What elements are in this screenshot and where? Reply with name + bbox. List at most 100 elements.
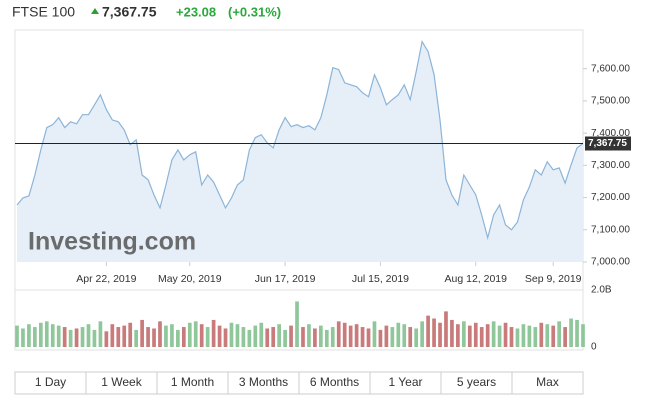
volume-bar xyxy=(444,311,448,347)
volume-bar xyxy=(253,325,258,347)
volume-bar xyxy=(217,325,222,347)
index-name: FTSE 100 xyxy=(12,4,75,20)
volume-bar xyxy=(15,325,19,347)
volume-bar xyxy=(557,321,562,347)
volume-bar xyxy=(199,324,204,347)
volume-bar xyxy=(170,324,174,347)
y-tick-label: 2.0B xyxy=(591,285,612,296)
range-button-label[interactable]: 1 Week xyxy=(101,375,142,389)
volume-bar xyxy=(372,321,377,347)
volume-bar xyxy=(235,324,240,347)
volume-bar xyxy=(247,329,252,347)
volume-bar xyxy=(50,324,55,347)
volume-bar xyxy=(283,329,287,347)
volume-bar xyxy=(134,329,139,347)
change: +23.08 xyxy=(176,4,216,19)
volume-bar xyxy=(479,327,484,347)
volume-bar xyxy=(116,327,121,347)
last-price-box xyxy=(585,136,631,151)
volume-bar xyxy=(259,322,264,347)
volume-bar xyxy=(21,328,25,347)
y-tick-label: 7,500.00 xyxy=(591,96,630,107)
volume-bar xyxy=(80,327,85,347)
volume-bar xyxy=(575,319,579,347)
range-button-label[interactable]: Max xyxy=(536,375,559,389)
volume-bar xyxy=(122,325,127,347)
volume-bar xyxy=(324,329,329,347)
price: 7,367.75 xyxy=(102,4,157,20)
volume-bar xyxy=(360,327,365,347)
range-button-label[interactable]: 1 Year xyxy=(388,375,422,389)
volume-bar xyxy=(432,318,436,347)
volume-bar xyxy=(378,329,383,347)
x-tick-label: Sep 9, 2019 xyxy=(525,273,582,285)
volume-bar xyxy=(491,321,496,347)
volume-bar xyxy=(289,325,293,347)
last-price-label: 7,367.75 xyxy=(588,138,627,149)
volume-bar xyxy=(539,322,544,347)
range-button-label[interactable]: 5 years xyxy=(457,375,496,389)
volume-bar xyxy=(33,327,37,347)
volume-bar xyxy=(390,327,395,347)
volume-bar xyxy=(527,325,532,347)
volume-bar xyxy=(342,322,347,347)
y-tick-label: 7,100.00 xyxy=(591,224,630,235)
volume-bar xyxy=(456,324,460,347)
volume-bar xyxy=(515,328,520,347)
volume-bar xyxy=(223,328,228,347)
volume-bar xyxy=(503,322,508,347)
range-button[interactable] xyxy=(511,371,584,395)
volume-bar xyxy=(461,321,466,347)
y-tick-label: 7,200.00 xyxy=(591,192,630,203)
volume-bar xyxy=(354,324,359,347)
volume-bar xyxy=(551,325,556,347)
volume-bar xyxy=(152,328,156,347)
range-button-label[interactable]: 3 Months xyxy=(239,375,288,389)
volume-bar xyxy=(307,324,311,347)
volume-bar xyxy=(438,322,442,347)
volume-bar xyxy=(277,324,281,347)
volume-bar xyxy=(98,321,103,347)
volume-bar xyxy=(146,327,150,347)
x-tick-label: Jun 17, 2019 xyxy=(255,273,316,285)
volume-bar xyxy=(176,329,180,347)
range-button-label[interactable]: 1 Day xyxy=(35,375,66,389)
volume-bar xyxy=(68,329,73,347)
up-arrow xyxy=(91,8,99,14)
volume-bar xyxy=(128,322,133,347)
area xyxy=(17,41,583,262)
volume-bar xyxy=(211,319,216,347)
volume-bar xyxy=(241,327,246,347)
volume-bar xyxy=(414,328,419,347)
volume-bar xyxy=(110,324,115,347)
range-button-label[interactable]: 1 Month xyxy=(171,375,214,389)
volume-bar xyxy=(473,322,478,347)
volume-bar xyxy=(485,324,490,347)
volume-bar xyxy=(426,315,430,347)
price-line xyxy=(16,39,584,241)
x-tick-label: Aug 12, 2019 xyxy=(445,273,508,285)
range-button-label[interactable]: 6 Months xyxy=(310,375,359,389)
y-tick-label: 7,600.00 xyxy=(591,63,630,74)
volume-bar xyxy=(193,321,198,347)
volume-bar xyxy=(581,324,585,347)
volume-bar xyxy=(521,324,526,347)
volume-bar xyxy=(164,325,168,347)
volume-bar xyxy=(533,327,538,347)
x-tick-label: Jul 15, 2019 xyxy=(352,273,409,285)
volume-bar xyxy=(420,321,424,347)
volume-bar xyxy=(319,325,323,347)
volume-bar xyxy=(181,327,186,347)
volume-bar xyxy=(62,327,67,347)
volume-bar xyxy=(229,322,234,347)
volume-bar xyxy=(38,322,43,347)
volume-bar xyxy=(74,328,79,347)
volume-bar xyxy=(313,328,317,347)
volume-bar xyxy=(569,318,573,347)
volume-bar xyxy=(27,324,31,347)
volume-bar xyxy=(205,327,210,347)
volume-bar xyxy=(271,327,276,347)
volume-bar xyxy=(336,321,341,347)
volume-bar xyxy=(104,331,109,347)
